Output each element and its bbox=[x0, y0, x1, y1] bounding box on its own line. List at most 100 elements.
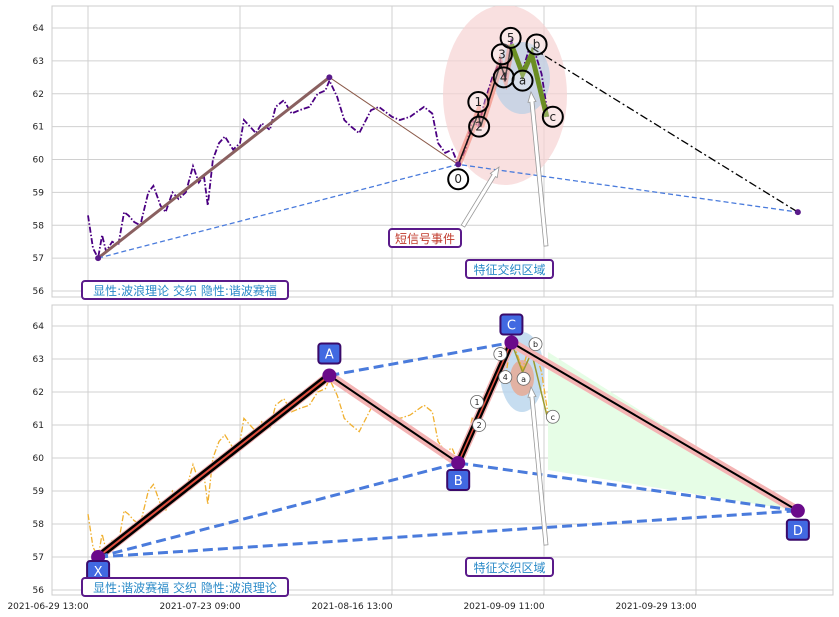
y-tick-label: 62 bbox=[33, 388, 44, 398]
y-tick-label: 59 bbox=[33, 188, 45, 198]
zone-arrow bbox=[527, 90, 549, 247]
overlap-zone-label-box bbox=[465, 557, 554, 577]
ab-leg bbox=[328, 374, 459, 464]
y-tick-label: 60 bbox=[33, 454, 45, 464]
zone-arrow bbox=[527, 385, 549, 546]
pivot-marker bbox=[455, 161, 462, 168]
pattern-legend-box bbox=[81, 577, 289, 597]
pattern-legend-box bbox=[81, 280, 289, 300]
wave-label: b bbox=[533, 340, 538, 349]
point-label-X: X bbox=[94, 565, 103, 580]
x-tick-label: 2021-09-09 11:00 bbox=[463, 602, 544, 612]
overlap-zone-label-box bbox=[465, 259, 554, 279]
correction-wave-line bbox=[509, 43, 550, 118]
dashed-ratio-line bbox=[97, 461, 459, 559]
pivot-marker bbox=[504, 335, 519, 350]
wave-label-circle bbox=[525, 33, 548, 56]
pattern-legend: 显性:波浪理论 交织 隐性:谐波赛福 bbox=[93, 283, 277, 298]
y-tick-label: 63 bbox=[33, 355, 44, 365]
dashed-ratio-line bbox=[457, 461, 799, 513]
ab-line bbox=[329, 76, 459, 165]
xa-line bbox=[97, 76, 331, 260]
wave-label: 0 bbox=[454, 172, 462, 186]
pivot-marker bbox=[790, 503, 805, 518]
wave-label-circle bbox=[470, 394, 484, 409]
wave-label-circle bbox=[472, 418, 487, 432]
y-tick-label: 57 bbox=[33, 254, 44, 264]
y-tick-label: 61 bbox=[33, 421, 44, 431]
wave-label: 1 bbox=[474, 398, 479, 407]
point-label-C: C bbox=[507, 319, 516, 334]
price-line bbox=[87, 336, 549, 560]
dashed-ratio-line bbox=[97, 509, 798, 559]
wave-label-circle bbox=[447, 168, 470, 191]
y-tick-label: 60 bbox=[33, 156, 45, 166]
point-label-B: B bbox=[454, 474, 463, 489]
point-label-box bbox=[317, 342, 342, 365]
y-tick-label: 63 bbox=[33, 57, 44, 67]
xa-leg-core bbox=[97, 374, 331, 558]
x-tick-label: 2021-07-23 09:00 bbox=[159, 602, 240, 612]
pivot-marker bbox=[794, 209, 801, 216]
point-label-A: A bbox=[325, 348, 334, 363]
bc-leg-core bbox=[457, 342, 513, 464]
cd-leg bbox=[510, 341, 799, 512]
pivot-marker bbox=[322, 368, 337, 383]
pivot-marker bbox=[95, 255, 102, 262]
y-tick-label: 56 bbox=[33, 287, 45, 297]
wave-label: a bbox=[519, 74, 526, 88]
y-tick-label: 64 bbox=[33, 24, 45, 34]
wave-label-circle bbox=[498, 370, 513, 385]
wave-label: 1 bbox=[475, 95, 483, 109]
wave-label-circle bbox=[468, 115, 491, 138]
overlap-zone-label: 特征交织区域 bbox=[473, 560, 545, 575]
wave-label-circle bbox=[545, 409, 560, 424]
correction-wave-line bbox=[510, 342, 548, 416]
pivot-marker bbox=[326, 74, 333, 81]
wave-label-circle bbox=[467, 90, 490, 113]
y-tick-label: 59 bbox=[33, 487, 45, 497]
signal-event-label-box bbox=[388, 228, 462, 248]
wave-label: 2 bbox=[477, 421, 482, 430]
point-label-box bbox=[499, 313, 524, 336]
overlap-zone-label: 特征交织区域 bbox=[473, 262, 545, 277]
prz-fill bbox=[548, 352, 798, 511]
point-label-box bbox=[785, 518, 810, 541]
y-tick-label: 56 bbox=[33, 586, 45, 596]
x-tick-label: 2021-08-16 13:00 bbox=[311, 602, 392, 612]
point-label-box bbox=[446, 468, 471, 491]
wave-label-circle bbox=[499, 26, 522, 49]
wave-label-circle bbox=[528, 337, 543, 352]
signal-event-label: 短信号事件 bbox=[395, 232, 455, 246]
x-axis: 2021-06-29 13:00 2021-07-23 09:00 2021-08-… bbox=[7, 602, 696, 612]
wave-label-circle bbox=[541, 105, 564, 128]
wave-label: c bbox=[551, 413, 555, 422]
y-tick-label: 57 bbox=[33, 553, 44, 563]
pivot-marker bbox=[451, 455, 466, 470]
projection-line bbox=[531, 47, 799, 213]
point-label-D: D bbox=[793, 524, 803, 539]
plot-area bbox=[51, 5, 834, 298]
y-tick-label: 62 bbox=[33, 90, 44, 100]
wave-label-circle bbox=[516, 371, 531, 386]
top-panel: 56 57 58 59 60 61 62 63 64 0 1 2 3 4 5 a b c 短信号事件特征交织区域显性… bbox=[33, 5, 834, 300]
wave-label: 3 bbox=[498, 47, 506, 61]
wave-label: 2 bbox=[475, 120, 483, 134]
wave-label: c bbox=[550, 110, 557, 124]
wave-label-circle bbox=[493, 347, 508, 361]
wave-label: a bbox=[521, 375, 526, 384]
y-tick-label: 58 bbox=[33, 221, 45, 231]
wave-label-circle bbox=[511, 69, 534, 92]
bottom-panel: 56 57 58 59 60 61 62 63 64 1 2 3 4 a b c X A B C D 特征交织区域显性:谐… bbox=[33, 304, 834, 597]
wave-label: b bbox=[533, 37, 541, 51]
y-tick-label: 61 bbox=[33, 123, 44, 133]
x-tick-label: 2021-09-29 13:00 bbox=[615, 602, 696, 612]
y-tick-label: 58 bbox=[33, 520, 45, 530]
y-tick-label: 64 bbox=[33, 322, 45, 332]
signal-arrow bbox=[460, 166, 500, 228]
x-tick-label: 2021-06-29 13:00 bbox=[7, 602, 88, 612]
wave-label: 4 bbox=[500, 70, 508, 84]
wave-label: 5 bbox=[507, 31, 515, 45]
impulse-wave-line bbox=[457, 44, 513, 165]
